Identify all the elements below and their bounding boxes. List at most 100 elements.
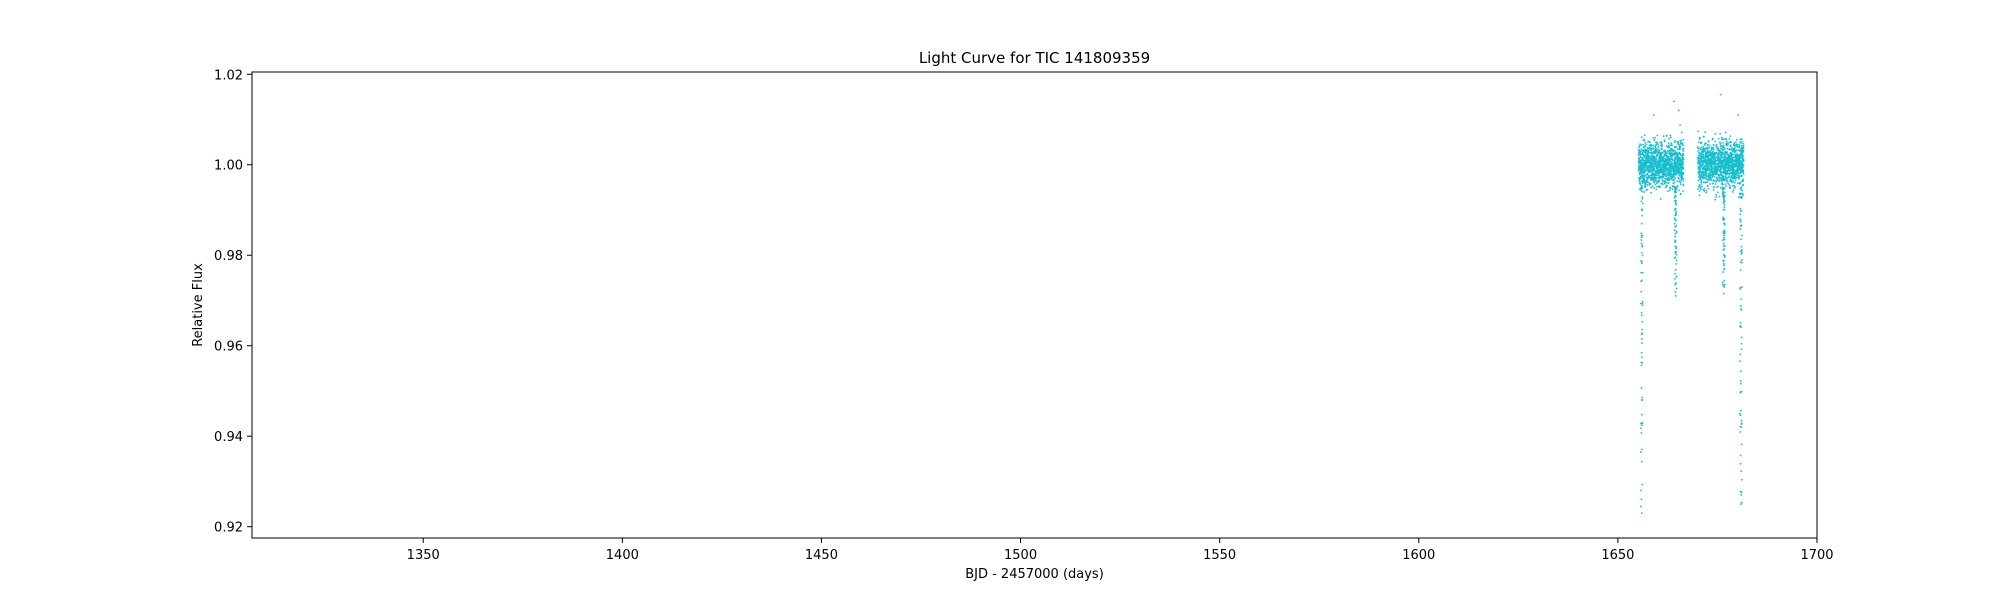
data-point: [1705, 147, 1708, 150]
data-point: [1742, 171, 1745, 174]
data-point: [1681, 142, 1684, 144]
data-point: [1682, 150, 1685, 152]
data-point: [1729, 148, 1732, 151]
data-point: [1650, 148, 1653, 151]
data-point: [1641, 448, 1643, 451]
data-point: [1722, 202, 1725, 205]
data-point: [1679, 181, 1682, 184]
data-point: [1699, 186, 1702, 189]
data-point: [1640, 232, 1643, 235]
data-point: [1641, 422, 1644, 425]
data-point: [1722, 284, 1725, 287]
data-point: [1679, 193, 1682, 196]
data-point: [1697, 147, 1700, 150]
data-point: [1733, 169, 1736, 171]
data-point: [1682, 167, 1685, 170]
data-point: [1732, 153, 1735, 156]
data-point: [1740, 470, 1743, 472]
data-point: [1740, 245, 1743, 248]
data-point: [1734, 185, 1736, 188]
data-point: [1656, 150, 1658, 153]
data-point: [1731, 146, 1733, 149]
data-point: [1640, 413, 1643, 416]
data-point: [1679, 183, 1682, 186]
data-point: [1722, 262, 1725, 265]
data-point: [1741, 192, 1744, 195]
data-point: [1712, 147, 1715, 149]
data-point: [1640, 260, 1642, 262]
data-point: [1724, 161, 1727, 164]
data-point: [1707, 143, 1709, 146]
data-point: [1640, 498, 1643, 501]
data-point: [1665, 167, 1667, 170]
data-point: [1722, 194, 1725, 196]
data-point: [1668, 137, 1670, 140]
data-point: [1668, 178, 1671, 180]
data-point: [1719, 176, 1722, 179]
data-point: [1737, 173, 1740, 175]
data-point: [1654, 136, 1657, 139]
data-point: [1655, 158, 1658, 161]
data-point: [1677, 109, 1680, 112]
data-point: [1704, 149, 1706, 152]
data-point: [1739, 218, 1741, 221]
data-point: [1703, 143, 1706, 146]
data-point: [1661, 143, 1663, 146]
data-point: [1738, 174, 1741, 177]
data-point: [1641, 332, 1644, 334]
data-point: [1742, 149, 1745, 152]
data-point: [1656, 185, 1658, 188]
data-point: [1698, 137, 1701, 140]
data-point: [1730, 179, 1733, 182]
data-point: [1713, 180, 1716, 182]
data-point: [1742, 160, 1745, 163]
data-point: [1659, 198, 1662, 200]
data-point: [1740, 493, 1743, 496]
data-point: [1740, 370, 1742, 373]
data-point: [1639, 151, 1641, 154]
data-point: [1667, 142, 1670, 145]
data-point: [1673, 153, 1676, 155]
data-point: [1674, 199, 1676, 202]
data-point: [1739, 353, 1742, 356]
data-point: [1671, 188, 1674, 191]
data-point: [1648, 176, 1651, 179]
data-point: [1724, 131, 1727, 134]
data-point: [1675, 253, 1678, 256]
data-point: [1734, 176, 1737, 179]
data-point: [1638, 188, 1641, 190]
data-point: [1645, 148, 1647, 151]
data-point: [1641, 396, 1644, 399]
data-point: [1640, 333, 1643, 336]
data-point: [1641, 279, 1643, 282]
data-point: [1739, 360, 1741, 363]
y-tick-label: 0.92: [214, 521, 243, 536]
y-tick-label: 1.00: [214, 159, 243, 174]
data-point: [1742, 154, 1745, 157]
data-point: [1719, 93, 1722, 96]
data-point: [1739, 228, 1742, 230]
data-point: [1729, 178, 1732, 181]
data-point: [1742, 194, 1745, 197]
data-point: [1727, 144, 1729, 146]
data-point: [1646, 164, 1649, 167]
data-point: [1650, 145, 1653, 147]
data-point: [1641, 245, 1644, 248]
data-point: [1682, 161, 1684, 164]
data-point: [1725, 177, 1727, 179]
data-point: [1700, 178, 1703, 181]
data-point: [1665, 145, 1668, 147]
data-point: [1662, 180, 1665, 183]
data-point: [1657, 168, 1660, 171]
data-point: [1715, 152, 1718, 155]
data-point: [1736, 143, 1739, 146]
data-point: [1674, 278, 1676, 280]
x-tick-label: 1450: [805, 548, 838, 563]
y-axis-title: Relative Flux: [191, 263, 206, 347]
data-point: [1720, 156, 1723, 159]
data-point: [1651, 161, 1654, 164]
data-point: [1734, 179, 1737, 182]
data-point: [1708, 146, 1711, 149]
data-point: [1740, 298, 1743, 301]
data-point: [1674, 241, 1677, 244]
